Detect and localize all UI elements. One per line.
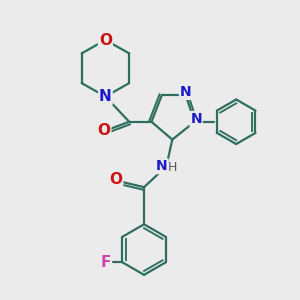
- Text: O: O: [109, 172, 122, 187]
- Text: N: N: [156, 159, 168, 173]
- Text: F: F: [100, 255, 111, 270]
- Text: O: O: [98, 123, 110, 138]
- Text: N: N: [180, 85, 191, 99]
- Text: N: N: [190, 112, 202, 126]
- Text: N: N: [99, 89, 112, 104]
- Text: O: O: [99, 32, 112, 47]
- Text: H: H: [168, 161, 178, 174]
